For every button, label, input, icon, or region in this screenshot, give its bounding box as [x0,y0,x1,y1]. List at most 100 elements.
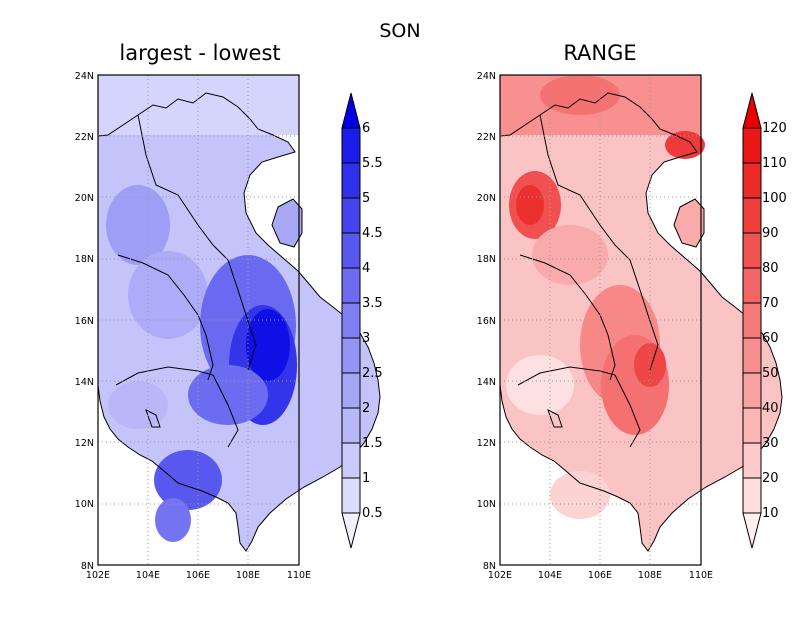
lat-tick-label: 10N [75,499,94,510]
colorbar-segment [341,372,361,409]
colorbar-segment [341,162,361,199]
colorbar-segment [742,442,762,479]
colorbar-label: 3 [362,331,370,346]
coastline-borders [499,92,783,552]
lat-tick-label: 12N [477,438,496,449]
contour-field [98,75,380,551]
colorbar-label: 60 [762,331,779,346]
colorbar-label: 20 [762,471,779,486]
colorbar-label: 4.5 [362,226,383,241]
lon-tick-label: 102E [86,570,110,581]
colorbar-low-triangle [742,512,762,549]
gridlines [500,75,701,565]
lat-tick-label: 20N [75,193,94,204]
panel-title: RANGE [563,41,636,65]
lat-tick-label: 24N [477,71,496,82]
colorbar-segment [742,267,762,304]
colorbar-label: 40 [762,401,779,416]
figure-title: SON [379,20,420,42]
colorbar-segment [742,372,762,409]
colorbar-segment [341,267,361,304]
lat-tick-label: 24N [75,71,94,82]
colorbar-label: 1.5 [362,436,383,451]
colorbar-high-triangle [341,92,361,129]
lon-tick-label: 110E [287,570,311,581]
lat-tick-label: 22N [75,132,94,143]
colorbar-labels: 10 20 30 40 50 60 70 80 90 100 110 120 [762,121,787,521]
colorbar-segment [742,407,762,444]
colorbar-label: 10 [762,506,779,521]
colorbar [341,92,361,549]
colorbar-segment [742,197,762,234]
colorbar-segment [742,127,762,164]
colorbar-low-triangle [341,512,361,549]
map-area [97,74,381,566]
lon-tick-label: 110E [689,570,713,581]
lon-tick-label: 102E [488,570,512,581]
colorbar-label: 80 [762,261,779,276]
colorbar-segment [341,197,361,234]
colorbar-segment [742,162,762,199]
colorbar-label: 0.5 [362,506,383,521]
colorbar-segment [341,337,361,374]
colorbar-label: 6 [362,121,370,136]
lat-ticks: 8N 10N 12N 14N 16N 18N 20N 22N 24N [75,71,94,572]
lon-tick-label: 108E [638,570,662,581]
colorbar-segment [341,477,361,514]
panel-range: RANGE [477,41,787,581]
lat-tick-label: 18N [477,254,496,265]
colorbar-segment [341,232,361,269]
lon-tick-label: 104E [136,570,160,581]
colorbar-label: 4 [362,261,370,276]
colorbar-segment [742,232,762,269]
gridlines [98,75,299,565]
lon-tick-label: 108E [236,570,260,581]
colorbar-label: 70 [762,296,779,311]
lat-tick-label: 16N [477,316,496,327]
colorbar-label: 30 [762,436,779,451]
lat-tick-label: 16N [75,316,94,327]
colorbar-segment [742,337,762,374]
lon-ticks: 102E 104E 106E 108E 110E [488,570,713,581]
colorbar-label: 50 [762,366,779,381]
lat-tick-label: 14N [477,377,496,388]
lon-ticks: 102E 104E 106E 108E 110E [86,570,311,581]
colorbar-segment [742,302,762,339]
panel-title: largest - lowest [119,41,280,65]
colorbar-label: 1 [362,471,370,486]
colorbar-label: 5 [362,191,370,206]
lat-tick-label: 8N [81,561,94,572]
contour-field [500,75,782,551]
colorbar-segment [341,127,361,164]
colorbar-label: 5.5 [362,156,383,171]
lat-tick-label: 20N [477,193,496,204]
lat-tick-label: 14N [75,377,94,388]
map-area [499,74,783,566]
colorbar-segment [341,407,361,444]
colorbar-label: 2 [362,401,370,416]
colorbar-label: 3.5 [362,296,383,311]
colorbar-label: 100 [762,191,787,206]
map-frame [97,74,300,566]
colorbar-segment [341,442,361,479]
lat-tick-label: 10N [477,499,496,510]
lon-tick-label: 106E [186,570,210,581]
colorbar-label: 90 [762,226,779,241]
colorbar-label: 120 [762,121,787,136]
colorbar [742,92,762,549]
panel-largest-lowest: largest - lowest [75,41,383,581]
lat-tick-label: 12N [75,438,94,449]
lat-tick-label: 18N [75,254,94,265]
lat-tick-label: 8N [483,561,496,572]
coastline-borders [97,92,381,552]
lat-ticks: 8N 10N 12N 14N 16N 18N 20N 22N 24N [477,71,496,572]
lat-tick-label: 22N [477,132,496,143]
colorbar-high-triangle [742,92,762,129]
colorbar-segment [742,477,762,514]
colorbar-label: 2.5 [362,366,383,381]
lon-tick-label: 104E [538,570,562,581]
lon-tick-label: 106E [588,570,612,581]
colorbar-label: 110 [762,156,787,171]
colorbar-labels: 0.5 1 1.5 2 2.5 3 3.5 4 4.5 5 5.5 6 [362,121,383,521]
